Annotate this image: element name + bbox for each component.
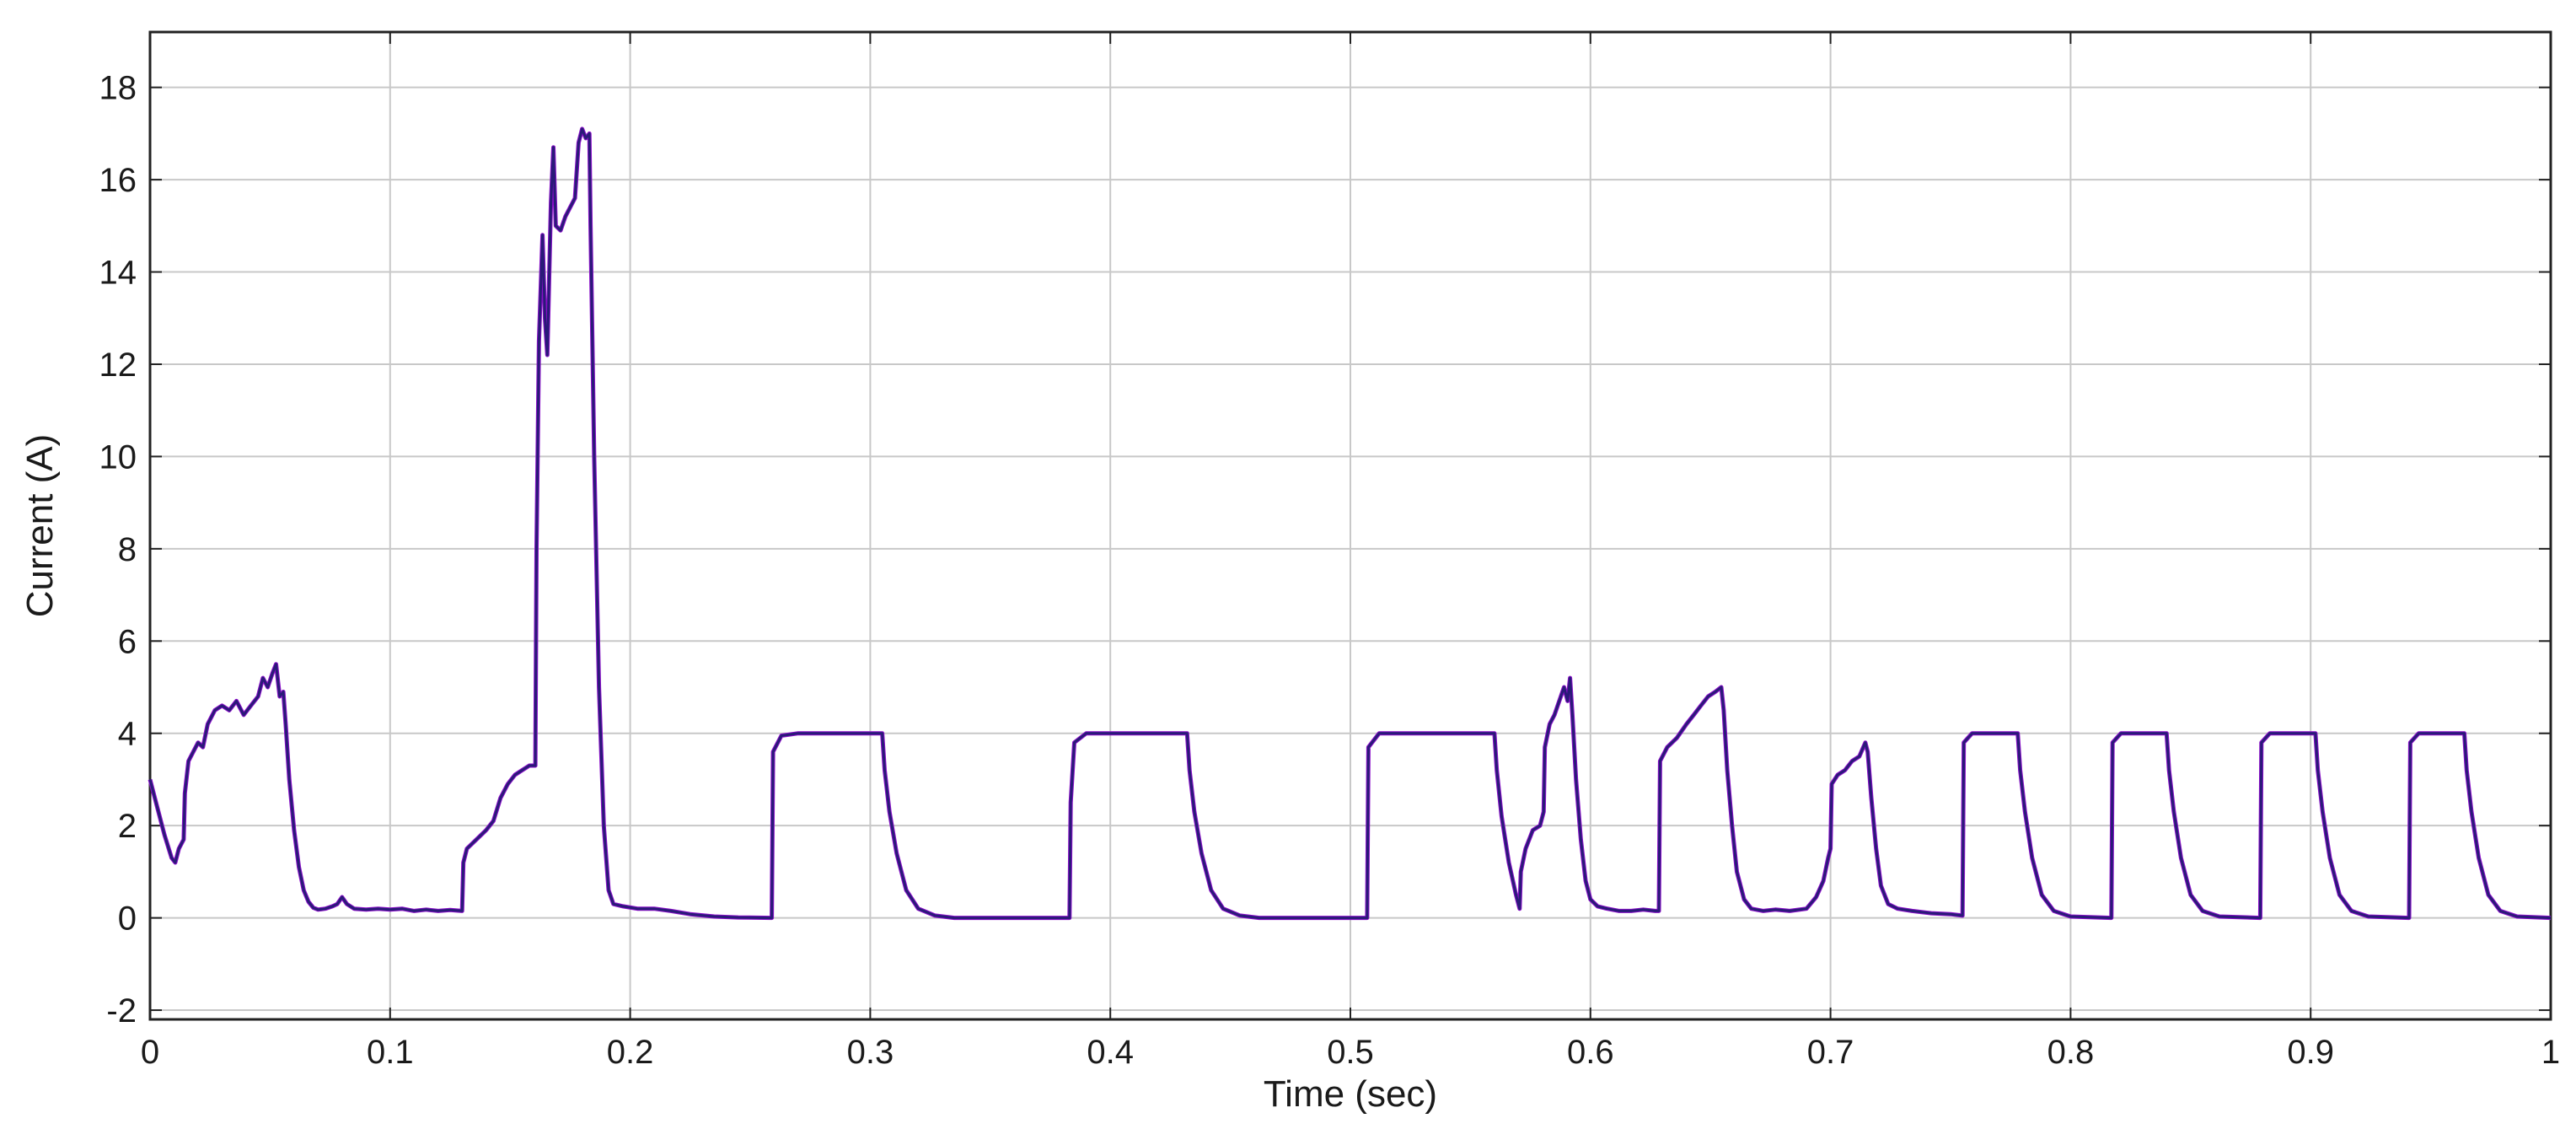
y-tick-label: -2 <box>106 992 137 1030</box>
x-tick-label: 0.3 <box>847 1034 894 1071</box>
x-tick-label: 0.7 <box>1807 1034 1854 1071</box>
x-tick-label: 0.1 <box>367 1034 414 1071</box>
y-tick-label: 12 <box>99 347 137 384</box>
x-tick-label: 0.8 <box>2047 1034 2095 1071</box>
series-layer <box>148 126 2552 921</box>
y-tick-label: 8 <box>118 531 137 568</box>
x-tick-label: 0 <box>141 1034 159 1071</box>
y-tick-label: 4 <box>118 716 137 753</box>
axis-ticks: 0 0.1 0.2 0.3 0.4 0.5 0.6 0.7 0.8 0.9 1-2024681012… <box>99 32 2560 1071</box>
y-tick-label: 18 <box>99 70 137 107</box>
x-tick-label: 0.4 <box>1087 1034 1134 1071</box>
y-tick-label: 0 <box>118 901 137 938</box>
y-tick-label: 14 <box>99 255 137 292</box>
x-axis-label: Time (sec) <box>1264 1073 1437 1115</box>
x-tick-label: 0.2 <box>607 1034 654 1071</box>
y-axis-label: Current (A) <box>19 434 61 618</box>
y-tick-label: 2 <box>118 808 137 845</box>
y-tick-label: 10 <box>99 438 137 476</box>
x-tick-label: 0.6 <box>1567 1034 1614 1071</box>
x-tick-label: 1 <box>2541 1034 2560 1071</box>
x-tick-label: 0.9 <box>2287 1034 2334 1071</box>
y-tick-label: 6 <box>118 623 137 660</box>
series-line-2 <box>148 127 2552 920</box>
y-tick-label: 16 <box>99 162 137 199</box>
x-tick-label: 0.5 <box>1327 1034 1374 1071</box>
